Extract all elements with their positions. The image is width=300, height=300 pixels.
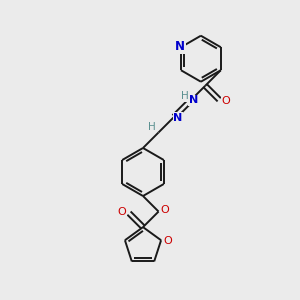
Text: H: H xyxy=(148,122,155,132)
Text: H: H xyxy=(181,91,188,101)
Text: O: O xyxy=(118,207,126,217)
Text: N: N xyxy=(175,40,185,53)
Text: O: O xyxy=(222,96,231,106)
Text: N: N xyxy=(189,95,198,105)
Text: O: O xyxy=(160,205,169,214)
Text: O: O xyxy=(164,236,172,246)
Text: N: N xyxy=(173,113,183,123)
